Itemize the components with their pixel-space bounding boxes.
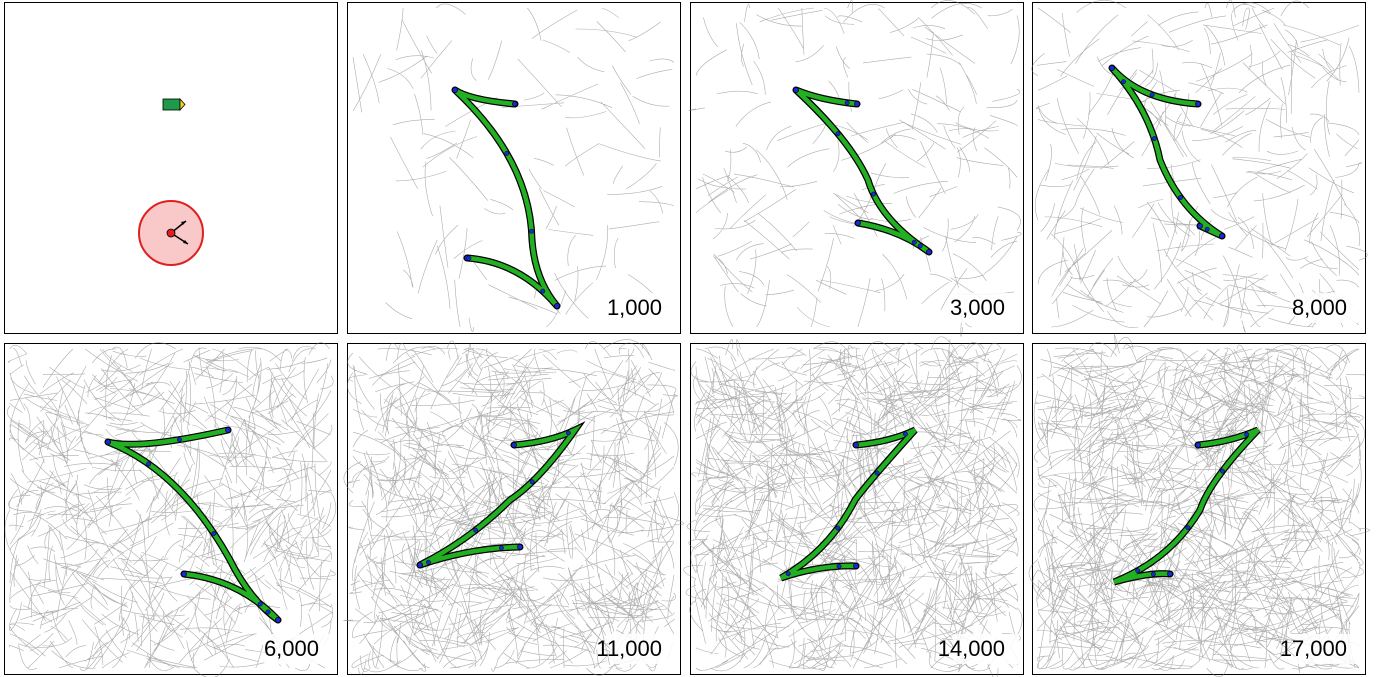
waypoint bbox=[212, 531, 216, 535]
waypoint bbox=[1136, 569, 1140, 573]
waypoint bbox=[1219, 233, 1224, 238]
waypoint bbox=[1151, 572, 1155, 576]
waypoint bbox=[875, 471, 879, 475]
waypoint bbox=[1195, 101, 1200, 106]
iteration-label: 17,000 bbox=[1280, 636, 1347, 661]
waypoint bbox=[1121, 80, 1125, 84]
waypoint bbox=[845, 101, 849, 105]
iteration-label: 14,000 bbox=[938, 636, 1005, 661]
waypoint bbox=[177, 437, 181, 441]
waypoint bbox=[855, 220, 860, 225]
waypoint bbox=[105, 439, 110, 444]
waypoint bbox=[541, 289, 545, 293]
waypoint bbox=[473, 528, 477, 532]
iteration-label: 1,000 bbox=[607, 295, 662, 320]
waypoint bbox=[1152, 136, 1156, 140]
waypoint bbox=[1244, 432, 1248, 436]
waypoint bbox=[1167, 571, 1172, 576]
waypoint bbox=[786, 571, 790, 575]
panel: 6,000 bbox=[5, 343, 338, 677]
waypoint bbox=[918, 244, 922, 248]
panel-frame bbox=[5, 3, 338, 334]
waypoint bbox=[417, 562, 422, 567]
waypoint bbox=[530, 480, 534, 484]
goal-region bbox=[139, 201, 203, 265]
waypoint bbox=[146, 462, 150, 466]
waypoint bbox=[836, 132, 840, 136]
panel: 1,000 bbox=[348, 3, 681, 334]
waypoint bbox=[275, 617, 280, 622]
waypoint bbox=[266, 610, 270, 614]
waypoint bbox=[554, 303, 559, 308]
waypoint bbox=[1150, 93, 1154, 97]
waypoint bbox=[871, 192, 875, 196]
panel: 11,000 bbox=[344, 340, 684, 676]
waypoint bbox=[1197, 223, 1202, 228]
waypoint bbox=[853, 563, 858, 568]
iteration-label: 8,000 bbox=[1292, 295, 1347, 320]
robot bbox=[163, 99, 185, 110]
figure: 1,000 3,000 8,000 6,000 11,000 14,000 17,000 bbox=[0, 0, 1377, 677]
iteration-label: 11,000 bbox=[596, 636, 662, 661]
panel: 3,000 bbox=[689, 0, 1024, 336]
waypoint bbox=[452, 87, 457, 92]
waypoint bbox=[467, 256, 471, 260]
waypoint bbox=[1195, 442, 1200, 447]
waypoint bbox=[505, 151, 509, 155]
waypoint bbox=[225, 427, 230, 432]
waypoint bbox=[426, 560, 430, 564]
waypoint bbox=[258, 602, 262, 606]
waypoint bbox=[511, 442, 516, 447]
waypoint bbox=[566, 431, 570, 435]
waypoint bbox=[793, 87, 798, 92]
waypoint bbox=[912, 240, 916, 244]
waypoint bbox=[1178, 195, 1182, 199]
waypoint bbox=[1186, 525, 1190, 529]
waypoint bbox=[853, 442, 858, 447]
waypoint bbox=[517, 544, 522, 549]
panel: 17,000 bbox=[1029, 334, 1370, 676]
waypoint bbox=[854, 101, 859, 106]
waypoint bbox=[903, 432, 907, 436]
waypoint bbox=[513, 102, 517, 106]
waypoint bbox=[926, 249, 931, 254]
iteration-label: 3,000 bbox=[950, 295, 1005, 320]
waypoint bbox=[181, 571, 186, 576]
waypoint bbox=[836, 526, 840, 530]
waypoint bbox=[1205, 227, 1209, 231]
panel: 8,000 bbox=[1032, 0, 1368, 333]
waypoint bbox=[529, 229, 533, 233]
panel: 14,000 bbox=[684, 337, 1024, 677]
waypoint bbox=[1109, 65, 1114, 70]
waypoint bbox=[499, 546, 503, 550]
waypoint bbox=[837, 564, 841, 568]
iteration-label: 6,000 bbox=[264, 636, 319, 661]
waypoint bbox=[1220, 469, 1224, 473]
